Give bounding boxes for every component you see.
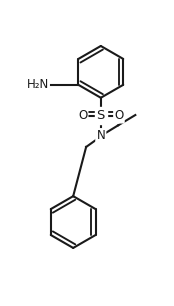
Text: H₂N: H₂N xyxy=(26,78,49,91)
Text: O: O xyxy=(114,109,124,122)
Text: N: N xyxy=(96,129,105,142)
Text: S: S xyxy=(97,109,105,122)
Text: O: O xyxy=(78,109,87,122)
